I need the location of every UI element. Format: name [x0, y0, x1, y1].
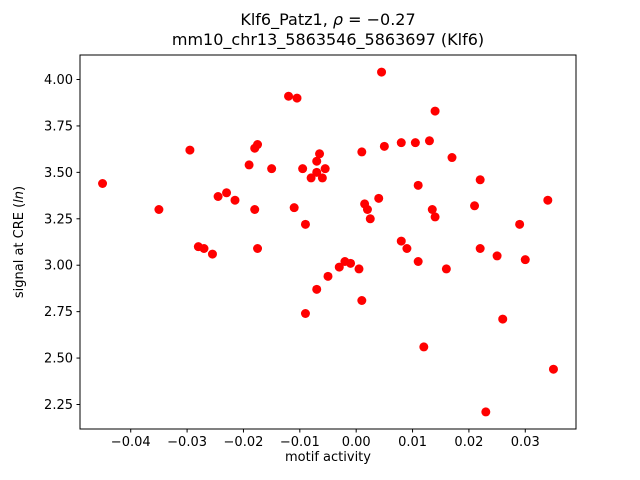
data-point [312, 167, 322, 177]
data-point [447, 153, 457, 163]
y-axis-label: signal at CRE (ln) [12, 186, 27, 298]
data-point [424, 136, 434, 146]
y-label-suffix: ) [12, 186, 27, 191]
y-tick-label: 2.50 [44, 352, 73, 367]
data-point [312, 156, 322, 166]
data-point [244, 160, 254, 170]
data-point [475, 175, 485, 185]
data-point [413, 180, 423, 190]
data-point [377, 67, 387, 77]
data-point [154, 205, 164, 215]
data-point [250, 205, 260, 215]
y-tick-label: 3.25 [44, 212, 73, 227]
y-tick-label: 2.25 [44, 398, 73, 413]
x-tick-label: −0.01 [280, 435, 320, 450]
x-tick-label: −0.04 [111, 435, 151, 450]
data-point [515, 219, 525, 229]
data-point [413, 256, 423, 266]
data-point [441, 264, 451, 274]
data-point [312, 284, 322, 294]
data-point [402, 243, 412, 253]
y-axis-ticks: 2.25 2.50 2.75 3.00 3.25 3.50 3.75 4.00 [44, 73, 80, 413]
data-point [300, 219, 310, 229]
scatter-points [98, 67, 558, 417]
data-point [185, 145, 195, 155]
data-point [300, 308, 310, 318]
data-point [315, 149, 325, 159]
data-point [379, 141, 389, 151]
data-point [323, 271, 333, 281]
data-point [320, 164, 330, 174]
data-point [520, 255, 530, 265]
data-point [98, 179, 108, 189]
data-point [317, 173, 327, 183]
data-point [267, 164, 277, 174]
title-rho-symbol: ρ [333, 10, 343, 29]
data-point [396, 236, 406, 246]
data-point [492, 251, 502, 261]
x-tick-label: 0.01 [398, 435, 427, 450]
data-point [410, 138, 420, 148]
data-point [199, 243, 209, 253]
y-tick-label: 3.50 [44, 166, 73, 181]
data-point [222, 188, 232, 198]
data-point [213, 192, 223, 202]
data-point [543, 195, 553, 205]
data-point [357, 295, 367, 305]
y-label-ln: ln [12, 191, 27, 203]
data-point [498, 314, 508, 324]
x-tick-label: 0.03 [511, 435, 540, 450]
data-point [334, 262, 344, 272]
y-tick-label: 3.75 [44, 119, 73, 134]
x-tick-label: −0.02 [224, 435, 264, 450]
data-point [365, 214, 375, 224]
data-point [253, 243, 263, 253]
data-point [253, 140, 263, 150]
data-point [548, 364, 558, 374]
x-axis-label: motif activity [285, 450, 371, 465]
plot-border [79, 54, 577, 430]
data-point [289, 203, 299, 213]
data-point [475, 243, 485, 253]
data-point [362, 205, 372, 215]
y-tick-label: 2.75 [44, 305, 73, 320]
data-point [430, 106, 440, 116]
data-point [284, 91, 294, 101]
data-point [374, 193, 384, 203]
data-point [346, 258, 356, 268]
data-point [207, 249, 217, 259]
data-point [419, 342, 429, 352]
y-tick-label: 4.00 [44, 73, 73, 88]
x-tick-label: 0.00 [342, 435, 371, 450]
chart-title-line2: mm10_chr13_5863546_5863697 (Klf6) [172, 30, 484, 50]
title-prefix: Klf6_Patz1, [240, 10, 333, 30]
data-point [357, 147, 367, 157]
data-point [354, 264, 364, 274]
x-tick-label: −0.03 [167, 435, 207, 450]
data-point [470, 201, 480, 211]
data-point [298, 164, 308, 174]
y-tick-label: 3.00 [44, 259, 73, 274]
data-point [481, 407, 491, 417]
x-axis-ticks: −0.04 −0.03 −0.02 −0.01 0.00 0.01 0.02 0.03 [111, 429, 540, 450]
data-point [396, 138, 406, 148]
title-correlation-value: = −0.27 [343, 10, 416, 29]
data-point [292, 93, 302, 103]
x-tick-label: 0.02 [454, 435, 483, 450]
data-point [230, 195, 240, 205]
chart-title-line1: Klf6_Patz1, ρ = −0.27 [240, 10, 415, 30]
data-point [430, 212, 440, 222]
y-label-prefix: signal at CRE ( [12, 203, 27, 298]
data-point [306, 173, 316, 183]
data-point [427, 205, 437, 215]
